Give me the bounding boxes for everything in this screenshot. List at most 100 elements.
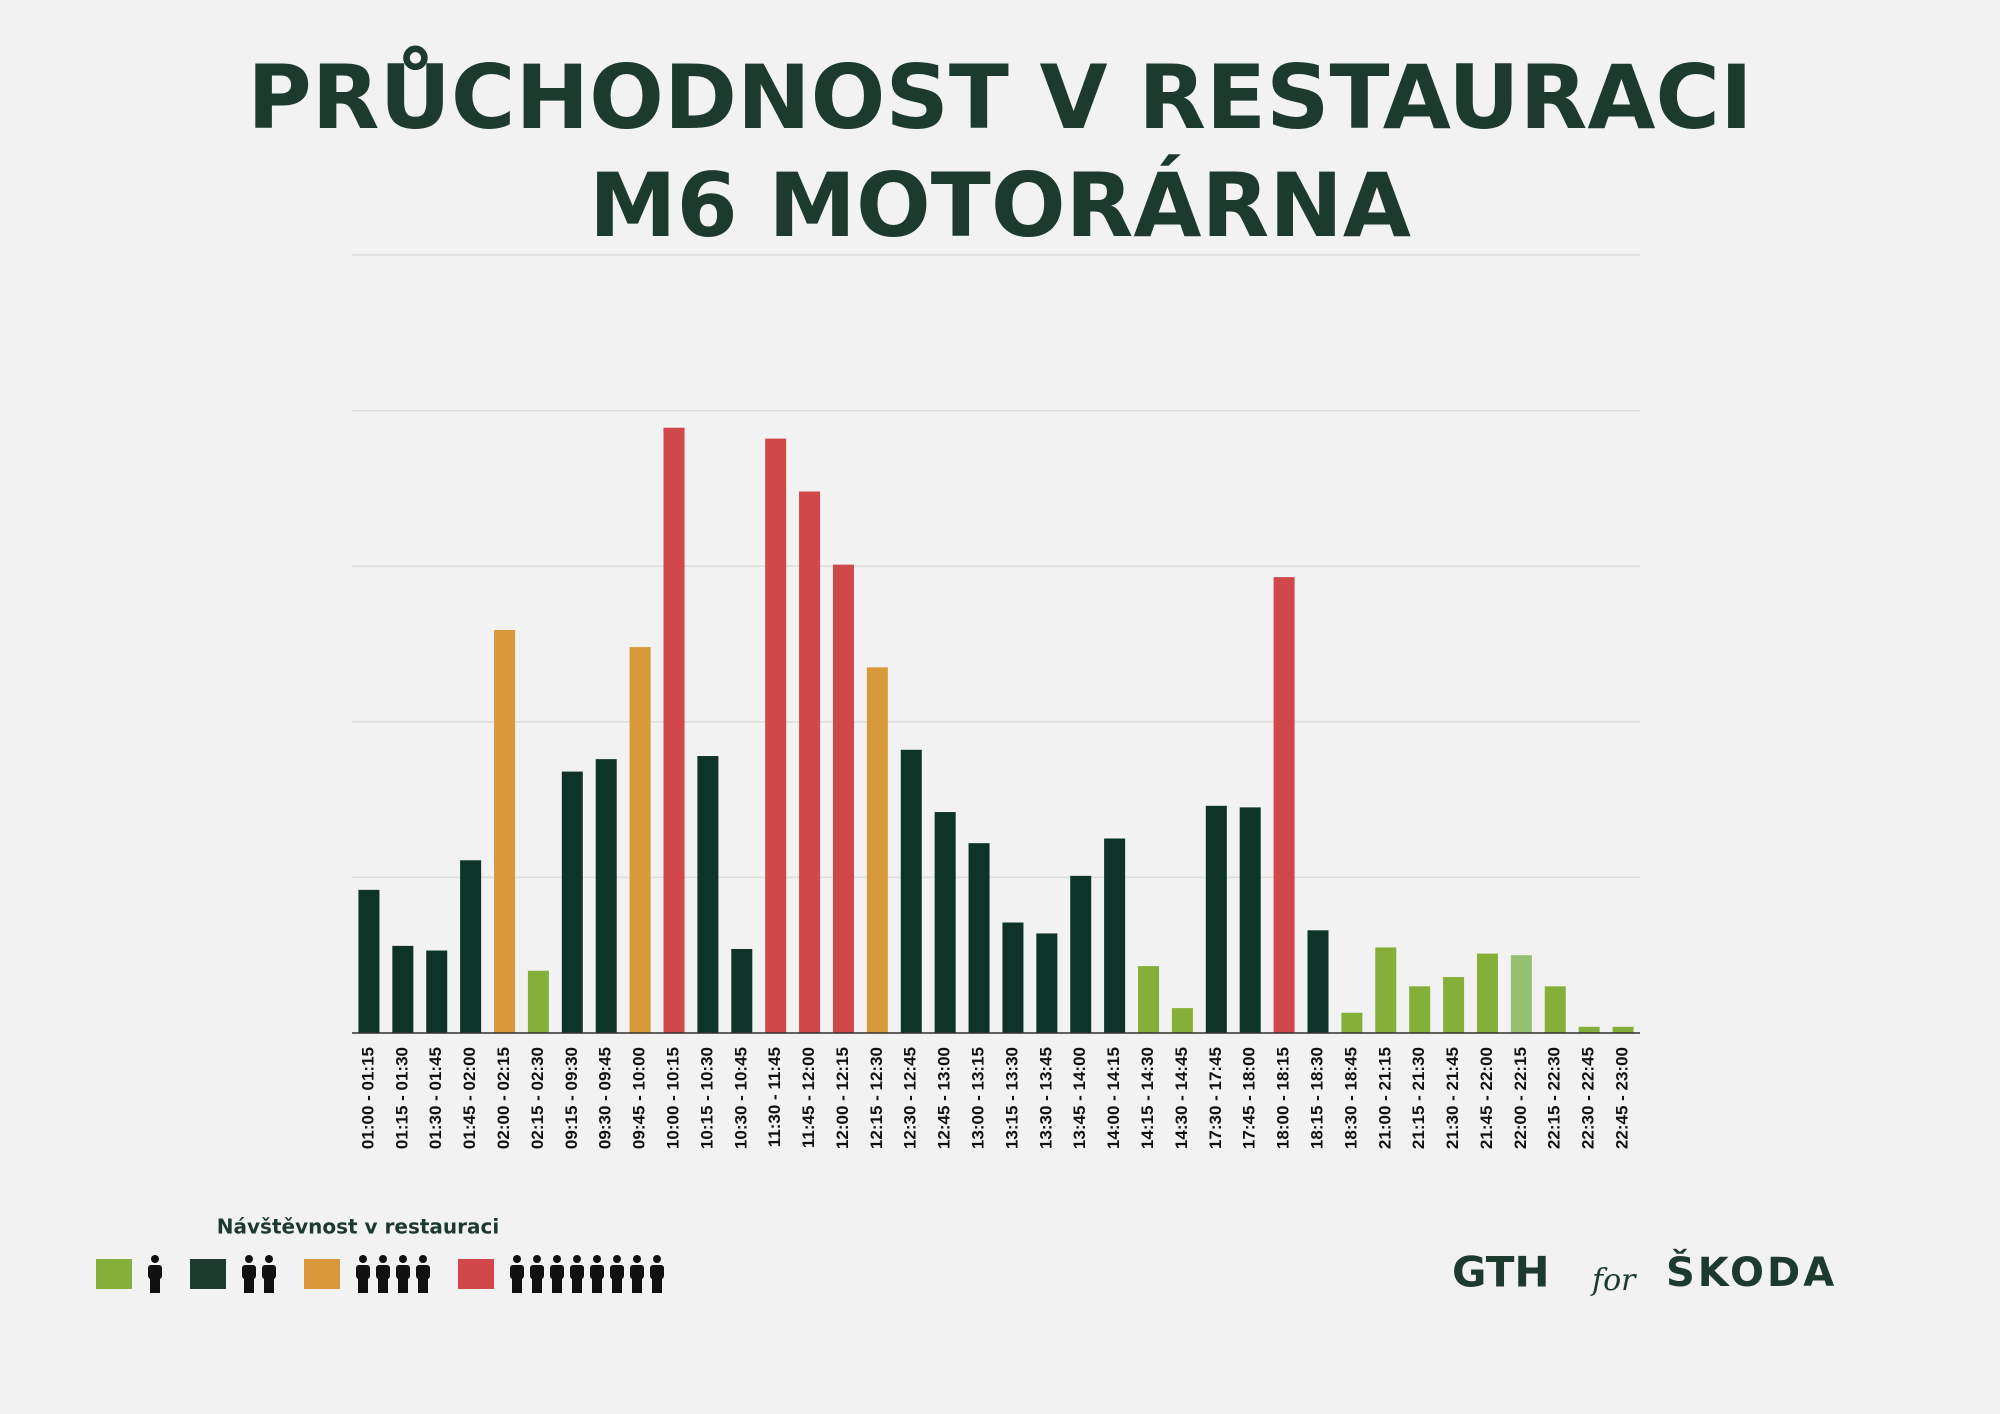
person-legs	[632, 1277, 642, 1293]
person-head	[419, 1255, 427, 1263]
x-tick-label: 14:15 - 14:30	[1138, 1047, 1157, 1149]
person-body	[148, 1265, 162, 1279]
logo-for: for	[1590, 1263, 1637, 1298]
x-tick-label: 18:15 - 18:30	[1307, 1047, 1326, 1149]
x-tick-label: 02:15 - 02:30	[528, 1047, 547, 1149]
bar	[595, 759, 617, 1033]
legend-title: Návštěvnost v restauraci	[217, 1215, 499, 1239]
person-head	[653, 1255, 661, 1263]
x-tick-label: 01:15 - 01:30	[392, 1047, 411, 1149]
bar	[1138, 966, 1160, 1033]
bar	[1307, 930, 1329, 1033]
x-tick-label: 17:45 - 18:00	[1240, 1047, 1259, 1149]
x-tick-label: 09:45 - 10:00	[630, 1047, 649, 1149]
legend-swatch	[304, 1259, 340, 1289]
bar	[832, 564, 854, 1033]
bar	[934, 812, 956, 1033]
bar	[663, 427, 685, 1033]
person-head	[533, 1255, 541, 1263]
person-legs	[264, 1277, 274, 1293]
x-tick-label: 21:00 - 21:15	[1375, 1047, 1394, 1149]
person-head	[573, 1255, 581, 1263]
person-body	[510, 1265, 524, 1279]
x-tick-label: 09:30 - 09:45	[596, 1047, 615, 1149]
x-tick-label: 01:00 - 01:15	[358, 1047, 377, 1149]
bar	[1070, 875, 1092, 1033]
person-head	[593, 1255, 601, 1263]
x-tick-label: 18:30 - 18:45	[1341, 1047, 1360, 1149]
x-tick-label: 21:15 - 21:30	[1409, 1047, 1428, 1149]
bar	[765, 438, 787, 1033]
x-tick-label: 22:00 - 22:15	[1511, 1047, 1530, 1149]
logo-skoda: ŠKODA	[1666, 1248, 1837, 1296]
person-legs	[244, 1277, 254, 1293]
x-tick-label: 13:45 - 14:00	[1070, 1047, 1089, 1149]
bar	[1002, 922, 1024, 1033]
person-legs	[150, 1277, 160, 1293]
bar	[799, 491, 821, 1034]
person-head	[633, 1255, 641, 1263]
bar	[1104, 838, 1126, 1033]
legend-people	[356, 1255, 430, 1293]
person-body	[356, 1265, 370, 1279]
x-tick-label: 22:45 - 23:00	[1613, 1047, 1632, 1149]
bar	[1205, 805, 1227, 1033]
person-body	[416, 1265, 430, 1279]
bar	[1409, 986, 1431, 1033]
x-tick-label: 22:30 - 22:45	[1579, 1047, 1598, 1149]
person-body	[590, 1265, 604, 1279]
bar	[1612, 1026, 1634, 1033]
x-tick-label: 14:30 - 14:45	[1172, 1047, 1191, 1149]
person-body	[570, 1265, 584, 1279]
x-tick-label: 11:45 - 12:00	[799, 1047, 818, 1148]
x-tick-label: 10:00 - 10:15	[663, 1047, 682, 1149]
legend-people	[510, 1255, 664, 1293]
legend-people	[242, 1255, 276, 1293]
logo-gth: GTH	[1452, 1248, 1550, 1297]
person-head	[265, 1255, 273, 1263]
person-legs	[592, 1277, 602, 1293]
x-tick-label: 12:45 - 13:00	[935, 1047, 954, 1149]
person-legs	[378, 1277, 388, 1293]
x-tick-label: 21:30 - 21:45	[1443, 1047, 1462, 1149]
person-head	[245, 1255, 253, 1263]
person-legs	[612, 1277, 622, 1293]
x-tick-label: 12:00 - 12:15	[833, 1047, 852, 1149]
x-tick-label: 13:00 - 13:15	[969, 1047, 988, 1149]
bar	[968, 843, 990, 1033]
bar	[561, 771, 583, 1033]
bar	[731, 948, 753, 1033]
person-head	[151, 1255, 159, 1263]
bar	[1273, 577, 1295, 1033]
legend-swatch	[190, 1259, 226, 1289]
person-legs	[418, 1277, 428, 1293]
bar	[1341, 1012, 1363, 1033]
bar	[697, 756, 719, 1033]
person-legs	[398, 1277, 408, 1293]
person-legs	[652, 1277, 662, 1293]
bar	[460, 860, 482, 1033]
person-head	[399, 1255, 407, 1263]
person-head	[613, 1255, 621, 1263]
x-tick-label: 14:00 - 14:15	[1104, 1047, 1123, 1149]
bar	[392, 945, 414, 1033]
person-body	[376, 1265, 390, 1279]
person-head	[379, 1255, 387, 1263]
bar	[1171, 1008, 1193, 1033]
x-tick-label: 12:30 - 12:45	[901, 1047, 920, 1149]
bar	[527, 970, 549, 1033]
person-head	[513, 1255, 521, 1263]
x-tick-label: 22:15 - 22:30	[1545, 1047, 1564, 1149]
x-tick-label: 17:30 - 17:45	[1206, 1047, 1225, 1149]
x-tick-label: 13:15 - 13:30	[1002, 1047, 1021, 1149]
person-legs	[532, 1277, 542, 1293]
x-tick-label: 02:00 - 02:15	[494, 1047, 513, 1149]
chart-title: M6 MOTORÁRNA	[589, 154, 1411, 257]
x-tick-label: 10:30 - 10:45	[731, 1047, 750, 1149]
legend-swatch	[96, 1259, 132, 1289]
x-tick-label: 21:45 - 22:00	[1477, 1047, 1496, 1149]
bar	[866, 667, 888, 1033]
bar	[1443, 976, 1465, 1033]
person-head	[359, 1255, 367, 1263]
